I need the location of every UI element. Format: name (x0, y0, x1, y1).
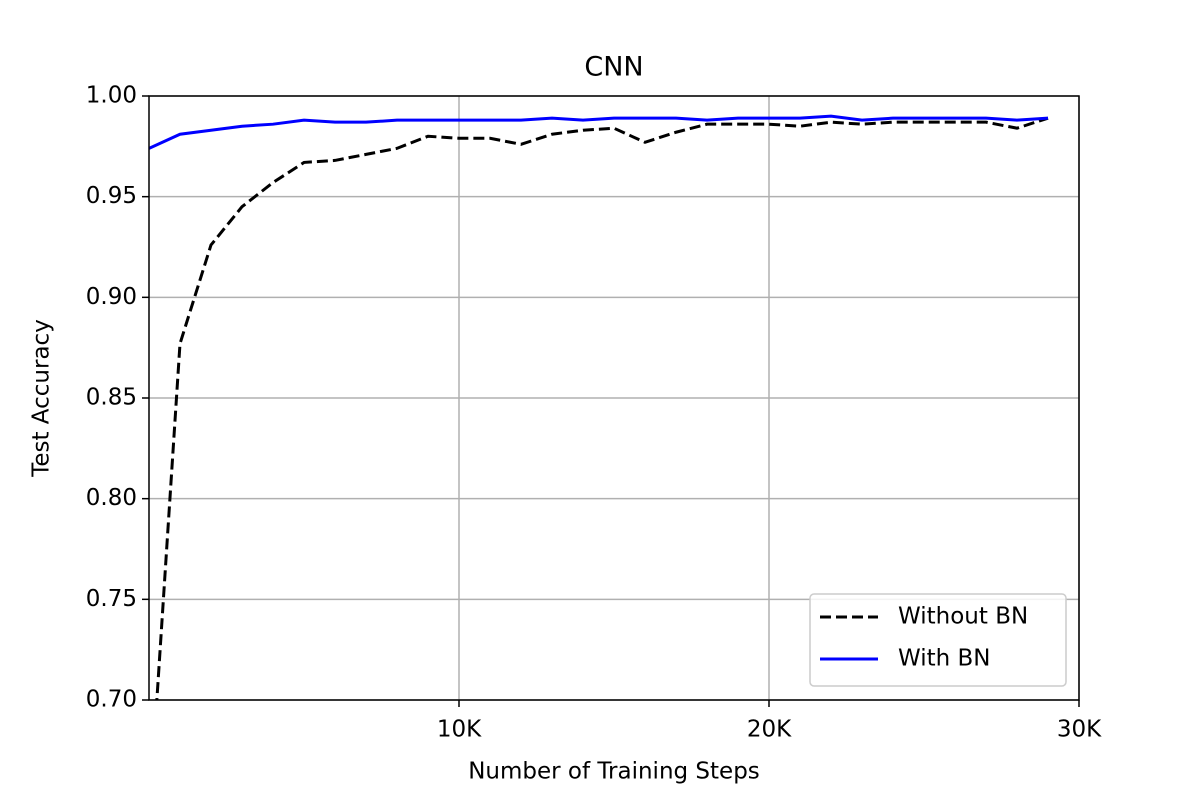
y-axis-label: Test Accuracy (29, 319, 55, 478)
y-tick-label: 1.00 (86, 83, 137, 109)
x-tick-label: 20K (747, 717, 792, 743)
legend-label: Without BN (898, 604, 1028, 630)
y-tick-label: 0.85 (86, 385, 137, 411)
y-tick-label: 0.80 (86, 485, 137, 511)
y-tick-label: 0.75 (86, 586, 137, 612)
x-tick-label: 10K (437, 717, 482, 743)
series-line (149, 114, 1049, 150)
x-tick-label: 30K (1057, 717, 1102, 743)
y-tick-label: 0.95 (86, 183, 137, 209)
legend-label: With BN (898, 646, 991, 672)
x-axis-label: Number of Training Steps (468, 759, 760, 785)
y-tick-label: 0.90 (86, 284, 137, 310)
chart-title: CNN (584, 52, 643, 83)
series-line (155, 116, 1049, 700)
y-tick-label: 0.70 (86, 687, 137, 713)
plot-frame (148, 95, 1080, 701)
plot-area (149, 114, 1049, 700)
